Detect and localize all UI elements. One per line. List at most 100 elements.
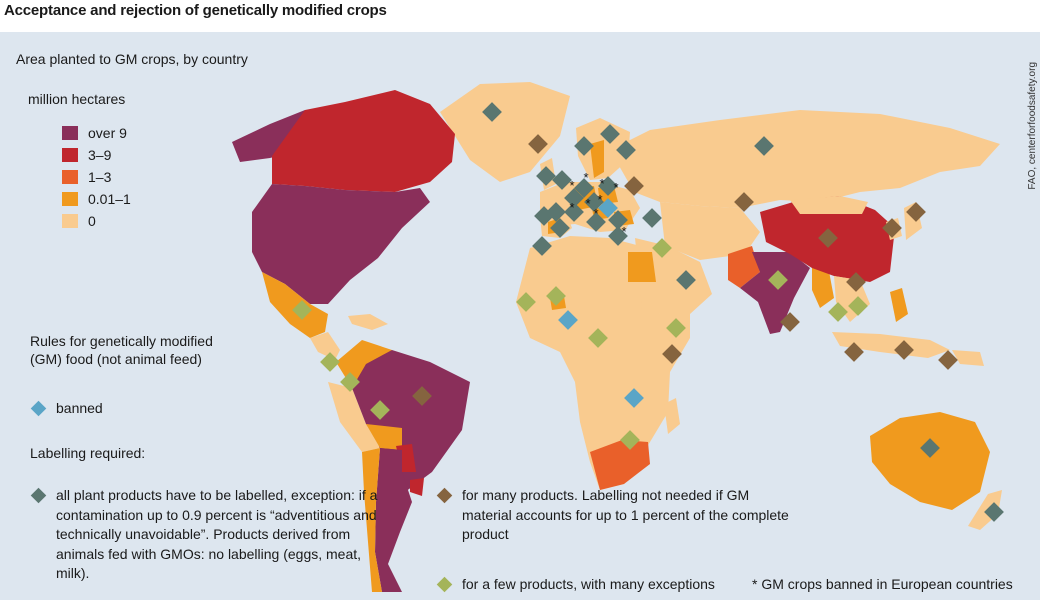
- country-sudan: [640, 284, 664, 310]
- map-title: Acceptance and rejection of genetically …: [4, 2, 387, 19]
- country-usa: [252, 184, 430, 304]
- banned-diamond-icon: [30, 400, 47, 416]
- legend-swatch: [62, 148, 78, 162]
- map-subtitle: Area planted to GM crops, by country: [16, 51, 248, 67]
- all-products-marker-icon: [920, 438, 940, 458]
- many-products-marker-icon: [846, 272, 866, 292]
- many-products-marker-icon: [662, 344, 682, 364]
- legend-label: 0: [88, 213, 96, 229]
- legend-item-3-9: 3–9: [62, 146, 111, 164]
- country-australia: [870, 412, 990, 510]
- many-products-marker-icon: [894, 340, 914, 360]
- legend-swatch: [62, 214, 78, 228]
- legend-label: 1–3: [88, 169, 112, 185]
- note-star: * GM crops banned in European countries: [752, 575, 1013, 594]
- all-products-marker-icon: [642, 208, 662, 228]
- note-many-text: for many products. Labelling not needed …: [462, 487, 789, 542]
- few-products-marker-icon: [588, 328, 608, 348]
- legend-swatch: [62, 170, 78, 184]
- few-products-marker-icon: [666, 318, 686, 338]
- note-few-text: for a few products, with many exceptions: [462, 576, 715, 592]
- legend-banned: banned: [30, 400, 103, 416]
- star-marker-icon: *: [569, 178, 574, 193]
- legend-item-over-9: over 9: [62, 124, 127, 142]
- banned-label: banned: [56, 400, 103, 416]
- country-png: [952, 350, 984, 366]
- legend-item-1-3: 1–3: [62, 168, 111, 186]
- many-products-diamond-icon: [436, 487, 453, 504]
- note-many-products: for many products. Labelling not needed …: [436, 486, 792, 545]
- many-products-marker-icon: [412, 386, 432, 406]
- note-few-products: for a few products, with many exceptions: [436, 575, 792, 595]
- country-caribbean: [348, 314, 388, 330]
- many-products-marker-icon: [844, 342, 864, 362]
- country-central-america: [310, 332, 340, 360]
- country-uruguay: [410, 478, 424, 496]
- source-credit: FAO, centerforfoodsafety.org: [1027, 62, 1038, 190]
- country-india: [740, 252, 810, 334]
- country-peru: [328, 382, 380, 452]
- banned-marker-icon: [624, 388, 644, 408]
- country-south-africa: [590, 440, 650, 490]
- few-products-marker-icon: [620, 430, 640, 450]
- note-star-text: GM crops banned in European countries: [761, 576, 1013, 592]
- few-products-marker-icon: [768, 270, 788, 290]
- star-marker-icon: *: [585, 196, 590, 211]
- legend-swatch: [62, 126, 78, 140]
- country-greenland: [440, 82, 570, 182]
- few-products-diamond-icon: [436, 576, 453, 593]
- country-mongolia: [790, 196, 868, 214]
- banned-marker-icon: [558, 310, 578, 330]
- map-panel: * * * * * * * * * Area planted to GM crops, by c…: [0, 32, 1040, 600]
- star-icon: *: [752, 576, 758, 592]
- country-pakistan: [728, 246, 760, 288]
- country-indonesia: [832, 332, 950, 358]
- legend-item-0: 0: [62, 212, 96, 230]
- legend-swatch: [62, 192, 78, 206]
- country-canada: [272, 90, 455, 192]
- country-egypt: [628, 252, 656, 282]
- few-products-marker-icon: [370, 400, 390, 420]
- country-myanmar: [812, 266, 834, 308]
- country-chile: [362, 448, 382, 592]
- country-bolivia: [366, 424, 402, 450]
- star-marker-icon: *: [599, 176, 604, 191]
- star-marker-icon: *: [593, 206, 598, 221]
- many-products-marker-icon: [780, 312, 800, 332]
- country-argentina: [375, 448, 412, 592]
- legend-label: 0.01–1: [88, 191, 131, 207]
- world-map: ** * ** ** **: [232, 82, 1004, 592]
- country-central-asia: [660, 202, 760, 260]
- few-products-marker-icon: [292, 300, 312, 320]
- country-madagascar: [664, 398, 680, 434]
- country-mexico: [262, 272, 328, 338]
- legend-label: 3–9: [88, 147, 112, 163]
- all-products-marker-icon: [676, 270, 696, 290]
- few-products-marker-icon: [516, 292, 536, 312]
- legend-units: million hectares: [28, 91, 126, 107]
- country-sweden: [590, 140, 604, 178]
- star-marker-icon: *: [597, 192, 602, 207]
- note-all-text: all plant products have to be labelled, …: [56, 487, 378, 581]
- country-philippines: [890, 288, 908, 322]
- rules-title: Rules for genetically modified (GM) food…: [30, 333, 213, 367]
- star-marker-icon: *: [621, 224, 626, 239]
- country-brazil: [352, 350, 470, 492]
- few-products-marker-icon: [340, 372, 360, 392]
- country-russia: [610, 110, 1000, 208]
- all-products-diamond-icon: [30, 487, 47, 504]
- star-marker-icon: *: [583, 170, 588, 185]
- country-iceland: [508, 140, 530, 154]
- few-products-marker-icon: [848, 296, 868, 316]
- legend-label: over 9: [88, 125, 127, 141]
- star-marker-icon: *: [569, 200, 574, 215]
- star-marker-icon: *: [613, 180, 618, 195]
- few-products-marker-icon: [828, 302, 848, 322]
- note-all-products: all plant products have to be labelled, …: [30, 486, 396, 584]
- country-new-zealand: [968, 490, 1002, 530]
- many-products-marker-icon: [938, 350, 958, 370]
- legend-item-0-01-1: 0.01–1: [62, 190, 131, 208]
- all-products-marker-icon: [482, 102, 502, 122]
- labelling-title: Labelling required:: [30, 445, 146, 461]
- few-products-marker-icon: [546, 286, 566, 306]
